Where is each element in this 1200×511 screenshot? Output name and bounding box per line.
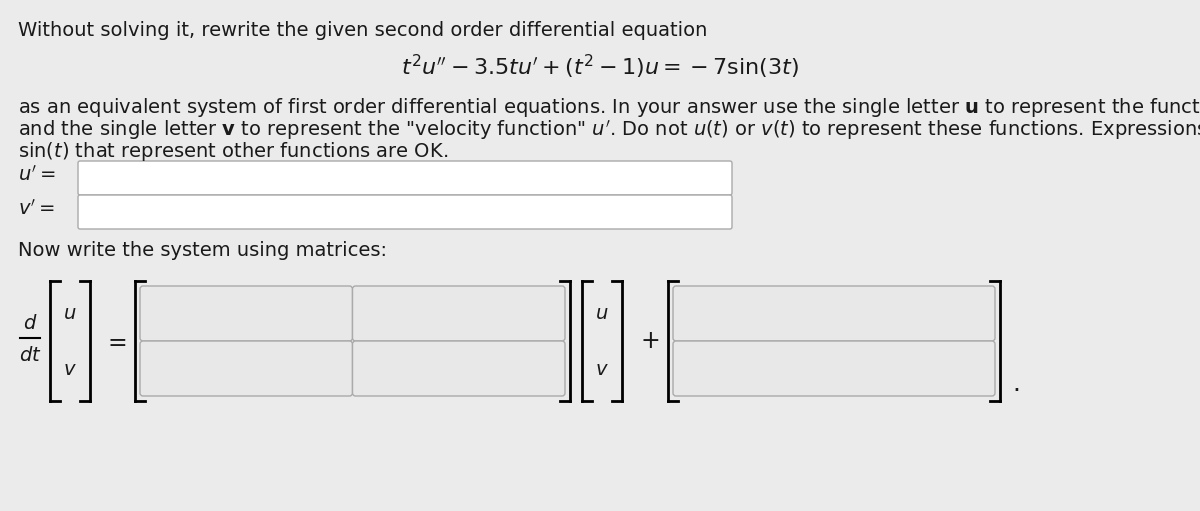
FancyBboxPatch shape: [78, 195, 732, 229]
Text: $v$: $v$: [595, 360, 608, 379]
Text: $t^2u'' - 3.5tu' + (t^2 - 1)u = -7\sin(3t)$: $t^2u'' - 3.5tu' + (t^2 - 1)u = -7\sin(3…: [401, 53, 799, 81]
FancyBboxPatch shape: [140, 286, 353, 341]
FancyBboxPatch shape: [140, 341, 353, 396]
Text: as an equivalent system of first order differential equations. In your answer us: as an equivalent system of first order d…: [18, 96, 1200, 119]
Text: $.$: $.$: [1012, 372, 1019, 396]
FancyBboxPatch shape: [673, 286, 995, 341]
Text: Now write the system using matrices:: Now write the system using matrices:: [18, 241, 386, 260]
FancyBboxPatch shape: [353, 341, 565, 396]
Text: $=$: $=$: [103, 329, 127, 353]
Text: $v$: $v$: [64, 360, 77, 379]
FancyBboxPatch shape: [78, 161, 732, 195]
Text: $dt$: $dt$: [19, 345, 41, 364]
FancyBboxPatch shape: [673, 341, 995, 396]
FancyBboxPatch shape: [353, 286, 565, 341]
Text: $+$: $+$: [641, 329, 660, 353]
Text: $u' =$: $u' =$: [18, 165, 55, 185]
Text: Without solving it, rewrite the given second order differential equation: Without solving it, rewrite the given se…: [18, 21, 707, 40]
Text: $\sin(t)$ that represent other functions are OK.: $\sin(t)$ that represent other functions…: [18, 140, 448, 163]
Text: $v' =$: $v' =$: [18, 199, 55, 219]
Text: $d$: $d$: [23, 314, 37, 333]
Text: $u$: $u$: [64, 304, 77, 322]
Text: $u$: $u$: [595, 304, 608, 322]
Text: and the single letter $\mathbf{v}$ to represent the "velocity function" $u'$. Do: and the single letter $\mathbf{v}$ to re…: [18, 118, 1200, 142]
